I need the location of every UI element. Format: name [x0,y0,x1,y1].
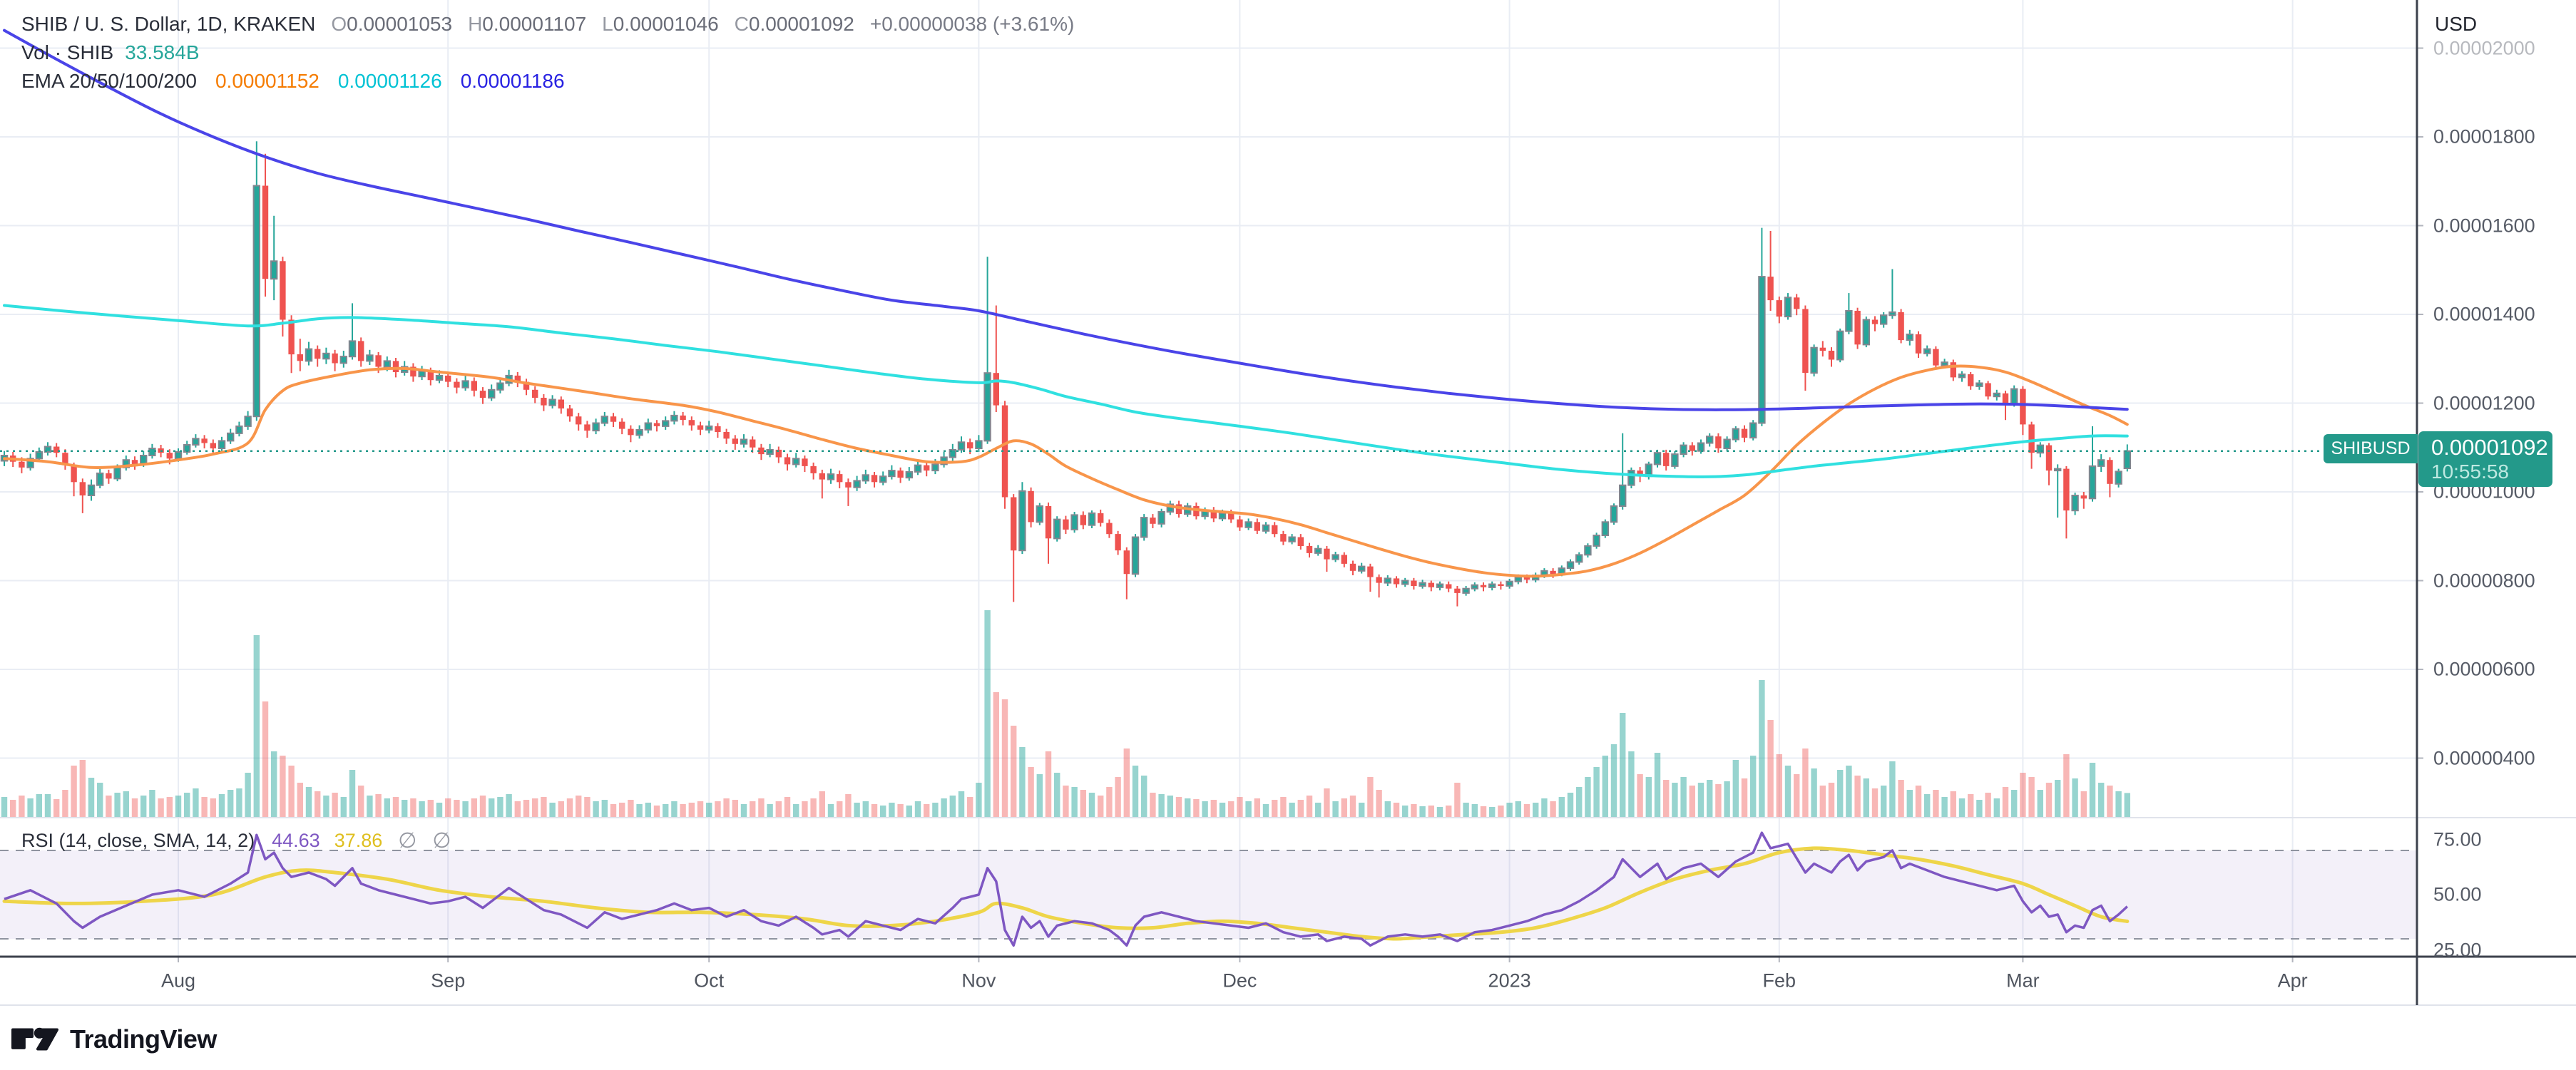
ohlc-close: C0.00001092 [734,13,854,35]
price-axis-label: 0.00000400 [2433,747,2535,768]
ema20-value: 0.00001152 [215,70,320,92]
time-axis-label: 2023 [1488,969,1531,992]
volume-value: 33.584B [125,41,200,63]
price-axis-label: 0.00001800 [2433,125,2535,148]
ohlc-low: L0.00001046 [602,13,719,35]
last-price-tag: 0.00001092 10:55:58 [2418,431,2552,487]
volume-label: Vol · SHIB [21,41,114,63]
rsi-band-empty-icon: ∅ [432,829,451,853]
price-axis-label: 0.00001200 [2433,392,2535,413]
ohlc-high: H0.00001107 [468,13,587,35]
ema100-value: 0.00001126 [337,70,442,92]
rsi-axis-label: 25.00 [2433,939,2482,960]
time-axis-label: Nov [961,969,996,992]
time-axis-label: Apr [2277,969,2308,992]
time-axis-label: Mar [2006,969,2040,992]
axis-currency-label: USD [2435,13,2478,35]
chart-legend: SHIB / U. S. Dollar, 1D, KRAKEN O0.00001… [21,10,1074,96]
time-axis-label: Feb [1762,969,1796,992]
last-price-value: 0.00001092 [2431,435,2548,460]
rsi-axis-label: 50.00 [2433,883,2482,905]
symbol-legend-row[interactable]: SHIB / U. S. Dollar, 1D, KRAKEN O0.00001… [21,10,1074,38]
time-axis-label: Oct [694,969,725,992]
price-axis-label: 0.00000800 [2433,570,2535,591]
symbol-price-label: SHIBUSD [2324,434,2418,463]
ema200-value: 0.00001186 [460,70,565,92]
symbol-title: SHIB / U. S. Dollar, 1D, KRAKEN [21,13,316,35]
bar-countdown: 10:55:58 [2431,461,2509,483]
rsi-sma-value: 37.86 [334,830,383,851]
rsi-title: RSI (14, close, SMA, 14, 2) [21,830,255,851]
rsi-value: 44.63 [272,830,320,851]
change-value: +0.00000038 (+3.61%) [869,13,1075,35]
tradingview-logo-icon [11,1027,59,1051]
symbol-tag-text: SHIBUSD [2331,438,2411,458]
rsi-legend-row[interactable]: RSI (14, close, SMA, 14, 2) 44.63 37.86 … [21,828,451,853]
time-axis-label: Dec [1222,969,1257,992]
price-axis-label: 0.00002000 [2433,37,2535,58]
ohlc-open: O0.00001053 [331,13,453,35]
rsi-axis-label: 75.00 [2433,828,2482,850]
price-axis-label: 0.00001600 [2433,215,2535,236]
price-axis-label: 0.00000600 [2433,658,2535,680]
price-axis-label: 0.00001400 [2433,303,2535,325]
ema-label: EMA 20/50/100/200 [21,70,197,92]
ema-legend-row[interactable]: EMA 20/50/100/200 0.00001152 0.00001126 … [21,67,1074,96]
volume-legend-row[interactable]: Vol · SHIB 33.584B [21,38,1074,67]
tradingview-wordmark: TradingView [70,1024,217,1054]
rsi-band-empty-icon: ∅ [398,829,417,853]
time-axis-label: Sep [431,969,466,992]
time-axis-label: Aug [160,969,196,992]
tradingview-brand[interactable]: TradingView [10,1022,217,1056]
